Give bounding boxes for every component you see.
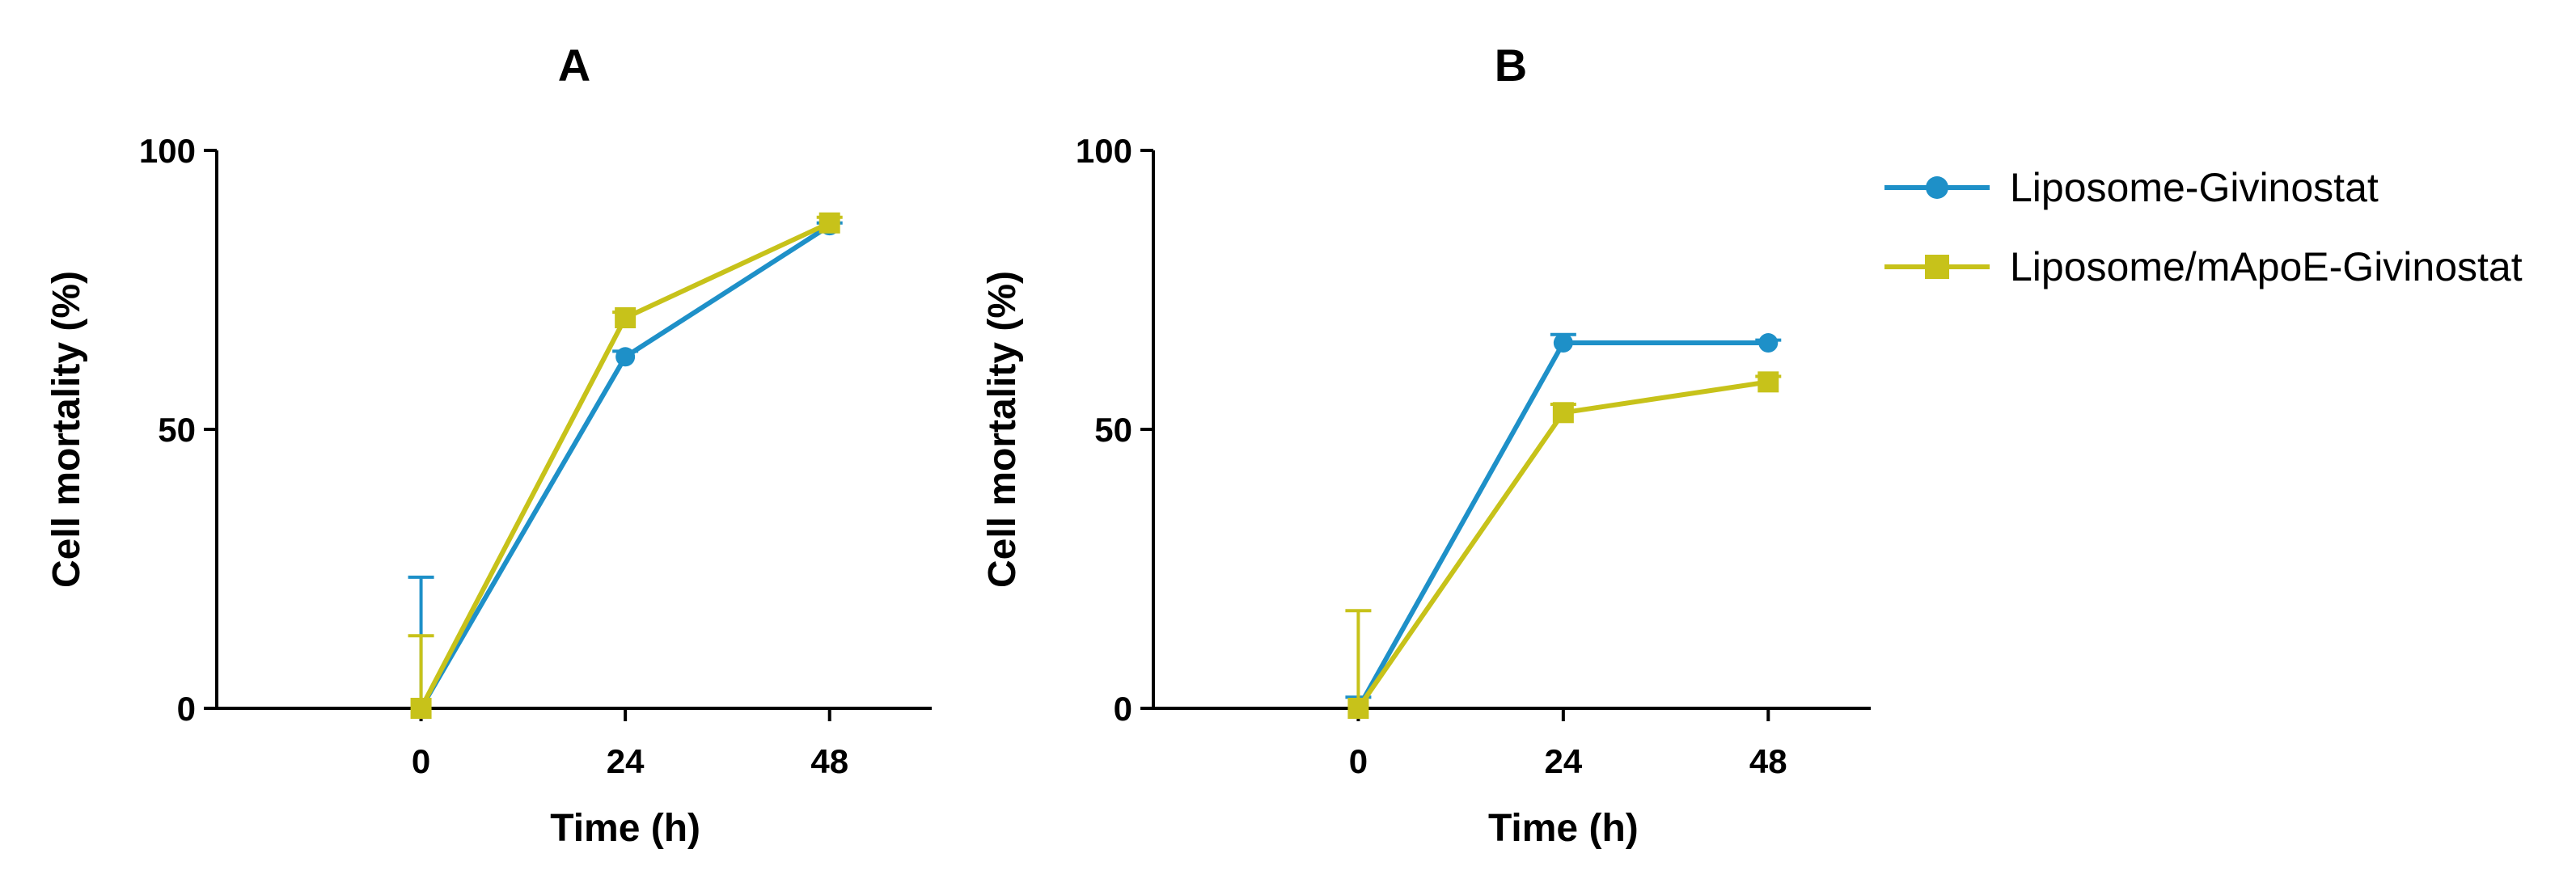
data-point (615, 347, 636, 367)
x-tick-label: 0 (412, 742, 430, 780)
legend-marker-square (1925, 255, 1949, 279)
data-point (615, 307, 637, 328)
y-tick-label: 50 (1094, 411, 1132, 449)
series-line (1356, 379, 1769, 710)
panel-b: B 0 50 100 0 24 48 Cell mortality (%) Time (h) (981, 40, 1871, 850)
y-axis-title: Cell mortality (%) (45, 271, 88, 588)
series-liposome-mapoe-givinostat (408, 212, 843, 719)
data-point (1758, 333, 1779, 353)
panel-title: A (558, 40, 590, 91)
legend-item: Liposome/mApoE-Givinostat (1884, 244, 2523, 289)
x-tick-label: 48 (1749, 742, 1787, 780)
data-point (410, 698, 432, 719)
data-point (818, 212, 840, 234)
series-line (418, 223, 831, 710)
series-liposome-givinostat (408, 216, 843, 718)
y-tick-label: 0 (1114, 690, 1132, 728)
series-liposome-mapoe-givinostat (1345, 371, 1782, 719)
legend: Liposome-Givinostat Liposome/mApoE-Givino… (1884, 165, 2523, 289)
legend-item: Liposome-Givinostat (1884, 165, 2379, 210)
x-axis-title: Time (h) (1488, 807, 1639, 850)
y-tick-label: 100 (139, 132, 196, 170)
x-tick-label: 24 (1544, 742, 1582, 780)
y-axis-title: Cell mortality (%) (981, 271, 1024, 588)
series-line (418, 220, 831, 710)
y-tick-label: 100 (1076, 132, 1132, 170)
data-point (1347, 698, 1369, 719)
x-tick-label: 48 (810, 742, 848, 780)
panel-title: B (1495, 40, 1527, 91)
y-tick-label: 50 (158, 411, 196, 449)
x-tick-label: 24 (607, 742, 645, 780)
legend-marker-circle (1926, 176, 1948, 199)
legend-label: Liposome/mApoE-Givinostat (2010, 244, 2523, 289)
data-point (1553, 333, 1573, 353)
x-axis-title: Time (h) (550, 807, 700, 850)
x-tick-label: 0 (1349, 742, 1368, 780)
panel-a: A 0 50 100 0 24 48 Cell mortality (%) Time (h) (45, 40, 932, 850)
series-line (1356, 340, 1769, 710)
data-point (1758, 371, 1779, 393)
data-point (1552, 402, 1574, 424)
legend-label: Liposome-Givinostat (2010, 165, 2379, 210)
y-tick-label: 0 (177, 690, 196, 728)
